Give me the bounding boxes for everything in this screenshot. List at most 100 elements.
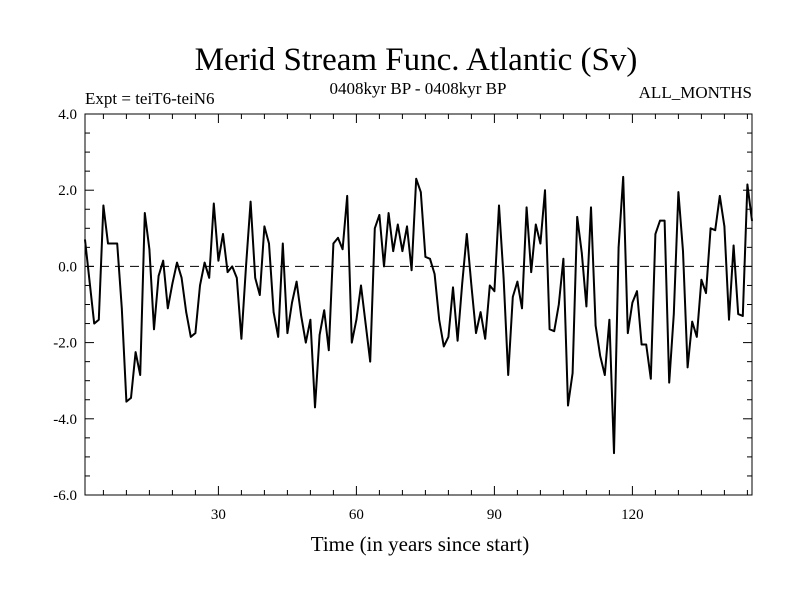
data-point (466, 233, 468, 235)
data-point (617, 246, 620, 249)
data-point (443, 345, 445, 348)
data-point (452, 286, 454, 289)
data-point (410, 269, 413, 272)
data-point (673, 313, 675, 315)
data-point (401, 250, 404, 252)
y-tick-label: -6.0 (53, 488, 77, 504)
data-point (199, 284, 201, 287)
data-point (277, 336, 280, 338)
data-point (567, 404, 569, 407)
data-point (328, 349, 330, 352)
data-point (502, 277, 505, 279)
data-point (93, 322, 95, 325)
data-point (383, 265, 385, 268)
data-point (121, 307, 123, 310)
data-point (636, 290, 638, 292)
data-point (714, 229, 716, 232)
data-point (604, 374, 606, 376)
data-point (245, 265, 247, 268)
y-axis: -6.0 -4.0 -2.0 0.0 2.0 4.0 (53, 107, 752, 504)
data-point (484, 337, 487, 340)
data-point (102, 204, 105, 207)
data-point (709, 227, 712, 230)
data-point (640, 343, 643, 346)
data-point (185, 311, 187, 313)
data-point (438, 318, 441, 321)
data-point (286, 332, 289, 334)
data-point (723, 225, 726, 228)
data-point (512, 296, 514, 298)
y-tick-label: 0.0 (58, 259, 77, 275)
data-point (364, 322, 367, 325)
data-point (134, 351, 137, 353)
data-point (479, 311, 482, 313)
data-point (148, 248, 151, 251)
data-point (318, 334, 321, 336)
data-point (360, 284, 362, 287)
y-tick-label: -2.0 (53, 336, 77, 352)
data-point (447, 336, 450, 338)
data-point (157, 275, 160, 277)
data-point (433, 273, 436, 275)
data-point (111, 242, 114, 245)
data-point (493, 290, 496, 292)
data-point (88, 280, 91, 283)
data-point (751, 219, 753, 222)
data-point (530, 271, 532, 273)
data-point (213, 202, 215, 205)
x-tick-label: 30 (211, 507, 226, 523)
series-line (84, 175, 753, 455)
x-axis-label: Time (in years since start) (311, 532, 530, 556)
data-point (659, 219, 661, 222)
data-point (300, 315, 303, 317)
data-point (548, 328, 551, 331)
data-point (323, 309, 326, 312)
data-point (654, 233, 657, 235)
data-point (728, 318, 730, 321)
data-point (700, 278, 703, 281)
data-point (208, 277, 210, 279)
data-point (746, 183, 749, 186)
data-point (180, 277, 183, 279)
data-point (507, 374, 510, 376)
data-point (314, 406, 316, 409)
data-point (291, 301, 293, 304)
data-point (378, 214, 381, 216)
data-point (190, 336, 192, 338)
data-point (309, 318, 312, 321)
data-point (719, 195, 721, 197)
data-point (222, 233, 224, 235)
data-point (305, 341, 307, 344)
data-point (125, 400, 128, 403)
data-point (415, 177, 418, 180)
data-point (130, 397, 132, 399)
data-point (116, 242, 118, 245)
data-point (346, 195, 349, 197)
data-point (337, 237, 339, 239)
data-point (498, 204, 500, 207)
data-point (332, 242, 335, 245)
data-point (613, 452, 615, 454)
data-point (562, 257, 565, 260)
y-tick-label: 2.0 (58, 183, 77, 199)
data-point (650, 377, 652, 380)
data-point (558, 303, 560, 306)
chart-subtitle-center: 0408kyr BP - 0408kyr BP (330, 79, 507, 98)
data-point (355, 318, 358, 321)
data-point (627, 332, 629, 334)
data-point (571, 372, 574, 374)
data-point (240, 337, 243, 340)
data-point (351, 341, 353, 344)
data-point (107, 242, 109, 245)
data-point (456, 339, 459, 342)
data-point (282, 242, 284, 245)
data-point (696, 336, 698, 338)
data-point (599, 355, 601, 357)
data-point (176, 261, 178, 264)
data-point (686, 366, 689, 369)
data-point (167, 307, 169, 310)
data-point (525, 206, 528, 209)
data-point (369, 360, 372, 363)
data-point (516, 280, 519, 283)
data-point (217, 259, 220, 262)
